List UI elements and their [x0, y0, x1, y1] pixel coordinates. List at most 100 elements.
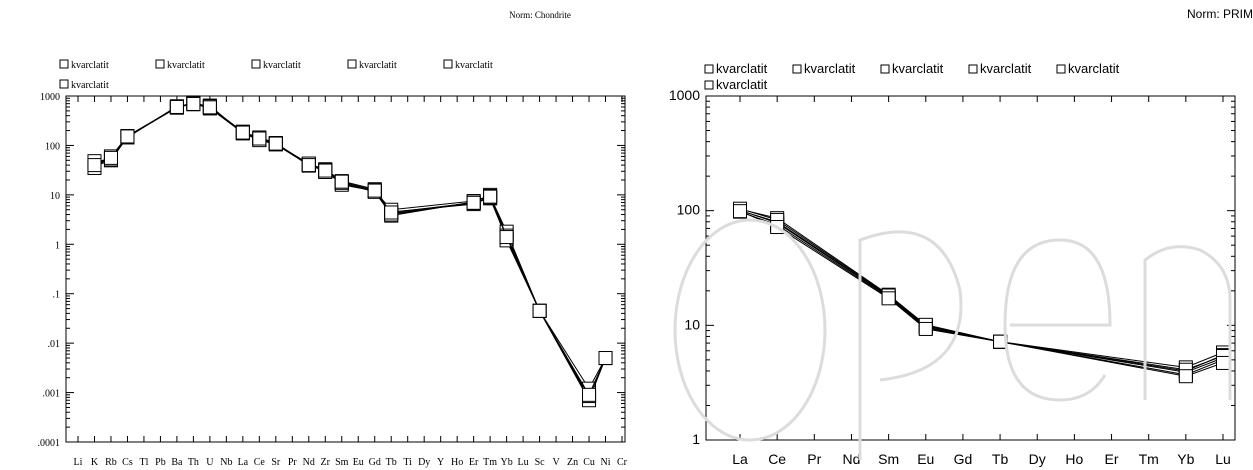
data-point — [318, 163, 333, 178]
x-tick-label: Yb — [500, 457, 512, 468]
x-tick-label: Nd — [303, 457, 315, 468]
legend-marker-icon — [792, 64, 802, 74]
data-point — [169, 99, 184, 114]
x-tick-label: Pr — [288, 457, 298, 468]
series-4 — [733, 203, 1230, 380]
series-line — [739, 210, 1224, 372]
y-tick-label: .001 — [43, 389, 61, 400]
x-tick-label: Dy — [1029, 451, 1046, 467]
x-tick-label: K — [91, 457, 99, 468]
series-2 — [733, 203, 1230, 378]
series-5 — [87, 96, 613, 404]
x-tick-label: Gd — [954, 451, 973, 467]
series-line — [739, 208, 1224, 371]
x-tick-label: Th — [188, 457, 199, 468]
x-tick-label: Lu — [1215, 451, 1231, 467]
x-tick-label: Cu — [583, 457, 595, 468]
data-point — [918, 321, 933, 336]
legend-label: kvarclatit — [804, 61, 856, 76]
x-tick-label: Zr — [321, 457, 331, 468]
series-line — [739, 210, 1224, 377]
data-point — [367, 183, 382, 198]
x-tick-label: Ho — [1065, 451, 1083, 467]
legend-label: kvarclatit — [455, 60, 493, 71]
x-tick-label: Sc — [535, 457, 546, 468]
data-point — [598, 351, 613, 366]
series-1 — [87, 96, 613, 406]
data-point — [532, 303, 547, 318]
x-tick-label: Ti — [403, 457, 412, 468]
legend-marker-icon — [704, 80, 714, 90]
data-point — [483, 189, 498, 204]
data-point — [235, 125, 250, 140]
chart-1: Norm: Chondrite kvarclatit kvarclatit kvarc… — [38, 10, 628, 468]
x-tick-label: Ho — [451, 457, 463, 468]
legend-marker-icon — [443, 59, 453, 69]
x-tick-label: Cr — [617, 457, 628, 468]
x-tick-label: Gd — [369, 457, 381, 468]
x-tick-label: Tm — [483, 457, 497, 468]
data-point — [770, 220, 785, 235]
y-tick-label: 100 — [45, 141, 60, 152]
legend-label: kvarclatit — [167, 60, 205, 71]
legend-marker-icon — [347, 59, 357, 69]
legend-label: kvarclatit — [892, 61, 944, 76]
x-tick-label: Pb — [155, 457, 166, 468]
series-6 — [87, 96, 613, 402]
legend-label: kvarclatit — [71, 60, 109, 71]
x-tick-label: Ce — [768, 451, 786, 467]
legend-marker-icon — [155, 59, 165, 69]
x-tick-label: Sm — [335, 457, 349, 468]
series-line — [94, 103, 606, 399]
legend-marker-icon — [59, 79, 69, 89]
x-tick-label: Tb — [386, 457, 397, 468]
legend-label: kvarclatit — [980, 61, 1032, 76]
series-line — [94, 102, 606, 398]
legend-marker-icon — [59, 59, 69, 69]
y-tick-label: 1 — [55, 240, 60, 251]
x-tick-label: Li — [74, 457, 83, 468]
x-tick-label: U — [206, 457, 214, 468]
series-6 — [733, 204, 1230, 384]
data-point — [499, 230, 514, 245]
data-point — [301, 158, 316, 173]
data-point — [582, 387, 597, 402]
data-point — [252, 131, 267, 146]
series-3 — [733, 204, 1230, 382]
x-tick-label: La — [732, 451, 748, 467]
series-line — [94, 102, 606, 400]
plot-frame — [65, 95, 626, 443]
data-point — [1216, 355, 1230, 370]
x-tick-label: Pr — [807, 451, 821, 467]
series-line — [739, 208, 1224, 368]
series-line — [94, 103, 606, 390]
legend-label: kvarclatit — [263, 60, 301, 71]
y-tick-label: .1 — [53, 290, 61, 301]
series-line — [94, 101, 606, 402]
x-tick-label: Rb — [105, 457, 117, 468]
x-tick-label: Ni — [601, 457, 611, 468]
y-tick-label: 1000 — [669, 87, 700, 103]
series-4 — [87, 95, 613, 408]
data-point — [384, 205, 399, 220]
x-tick-label: Er — [469, 457, 479, 468]
y-tick-label: 1000 — [40, 92, 60, 103]
series-line — [739, 209, 1224, 373]
series-3 — [87, 97, 613, 396]
series-line — [94, 103, 606, 396]
x-tick-label: Er — [1105, 451, 1119, 467]
x-tick-label: Tm — [1139, 451, 1159, 467]
series-2 — [87, 96, 613, 405]
y-tick-label: 100 — [677, 202, 701, 218]
x-tick-label: Yb — [1177, 451, 1194, 467]
x-tick-label: Ce — [254, 457, 266, 468]
legend-marker-icon — [968, 64, 978, 74]
data-point — [103, 150, 118, 165]
x-tick-label: La — [238, 457, 249, 468]
data-point — [1178, 369, 1193, 384]
y-tick-label: .01 — [48, 339, 61, 350]
data-point — [202, 100, 217, 115]
x-tick-label: Sr — [271, 457, 281, 468]
x-tick-label: Y — [437, 457, 444, 468]
